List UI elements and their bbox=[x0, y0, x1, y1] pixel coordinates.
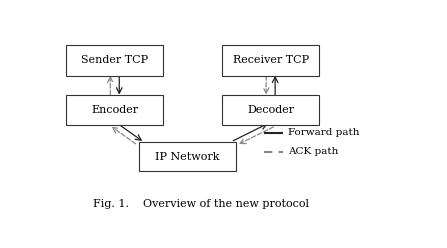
FancyBboxPatch shape bbox=[222, 95, 319, 125]
Text: Decoder: Decoder bbox=[247, 105, 294, 115]
Text: Forward path: Forward path bbox=[288, 128, 359, 137]
Text: Encoder: Encoder bbox=[91, 105, 138, 115]
Text: Sender TCP: Sender TCP bbox=[81, 55, 148, 65]
Text: ACK path: ACK path bbox=[288, 148, 338, 156]
Text: IP Network: IP Network bbox=[155, 152, 220, 162]
FancyBboxPatch shape bbox=[66, 95, 163, 125]
Text: Fig. 1.    Overview of the new protocol: Fig. 1. Overview of the new protocol bbox=[93, 199, 309, 209]
FancyBboxPatch shape bbox=[222, 45, 319, 76]
FancyBboxPatch shape bbox=[139, 142, 236, 171]
FancyBboxPatch shape bbox=[66, 45, 163, 76]
Text: Receiver TCP: Receiver TCP bbox=[232, 55, 309, 65]
